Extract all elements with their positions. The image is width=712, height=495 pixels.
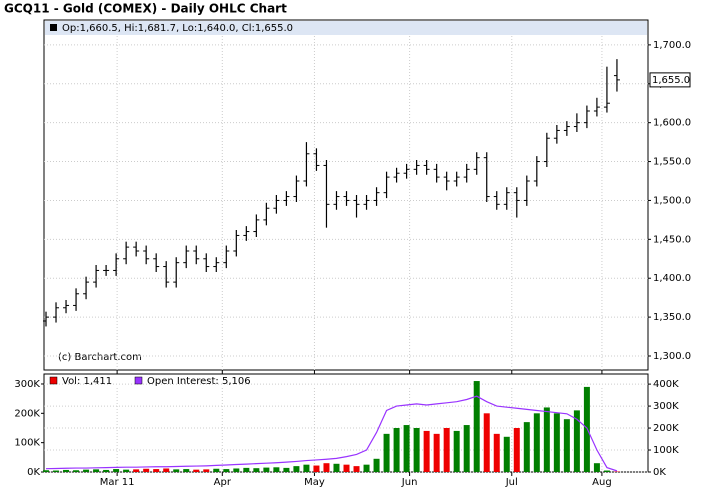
- volume-bar: [173, 469, 180, 472]
- volume-bar: [193, 469, 200, 472]
- volume-bar: [273, 467, 280, 472]
- volume-bar: [373, 458, 380, 472]
- volume-bar: [453, 430, 460, 472]
- y2-tick-label: 100K: [653, 445, 679, 456]
- volume-bar: [213, 468, 220, 472]
- y-tick-label: 1,450.0: [653, 234, 691, 245]
- y-tick-label: 1,600.0: [653, 118, 691, 129]
- volume-bar: [263, 467, 270, 472]
- volume-bar: [433, 433, 440, 472]
- volume-bar: [103, 469, 110, 472]
- volume-bar: [363, 464, 370, 472]
- chart-title: GCQ11 - Gold (COMEX) - Daily OHLC Chart: [4, 2, 287, 16]
- volume-bar: [533, 413, 540, 472]
- y-tick-label: 1,350.0: [653, 312, 691, 323]
- volume-bar: [283, 467, 290, 472]
- volume-bar: [503, 436, 510, 472]
- x-tick-label: Apr: [214, 477, 232, 488]
- y2-tick-label: 200K: [653, 423, 679, 434]
- y-tick-label: 1,300.0: [653, 351, 691, 362]
- volume-bar: [523, 422, 530, 472]
- volume-bar: [203, 469, 210, 472]
- volume-bar: [53, 470, 60, 472]
- volume-bar: [483, 413, 490, 472]
- volume-bar: [413, 427, 420, 472]
- legend-swatch: [50, 24, 57, 31]
- volume-bar: [233, 468, 240, 472]
- volume-bar: [443, 427, 450, 472]
- legend-label: Vol: 1,411: [62, 376, 112, 387]
- y-tick-label: 300K: [14, 379, 40, 390]
- volume-bar: [423, 430, 430, 472]
- y-tick-label: 1,700.0: [653, 40, 691, 51]
- y-tick-label: 0K: [27, 467, 40, 478]
- volume-bar: [513, 427, 520, 472]
- volume-bar: [603, 470, 610, 472]
- x-tick-label: Aug: [592, 477, 612, 488]
- volume-bar: [333, 463, 340, 472]
- legend-swatch: [49, 376, 58, 385]
- volume-bar: [403, 425, 410, 472]
- last-price-box: [649, 72, 691, 88]
- volume-bar: [563, 419, 570, 472]
- volume-bar: [303, 464, 310, 472]
- y2-tick-label: 0K: [653, 467, 666, 478]
- y-tick-label: 1,500.0: [653, 195, 691, 206]
- volume-bar: [223, 469, 230, 472]
- x-tick-label: Mar 11: [100, 477, 135, 488]
- legend-label: Open Interest: 5,106: [147, 376, 251, 387]
- volume-bar: [573, 410, 580, 472]
- volume-bar: [543, 407, 550, 472]
- legend-band: [45, 21, 647, 35]
- y2-tick-label: 400K: [653, 379, 679, 390]
- volume-bar: [43, 470, 50, 472]
- volume-bar: [133, 469, 140, 472]
- volume-bar: [463, 425, 470, 472]
- volume-bar: [153, 469, 160, 472]
- volume-bar: [343, 464, 350, 472]
- volume-bar: [143, 468, 150, 472]
- volume-bar: [553, 413, 560, 472]
- volume-bar: [123, 469, 130, 472]
- volume-bar: [163, 468, 170, 472]
- volume-bar: [73, 470, 80, 472]
- volume-bar: [383, 433, 390, 472]
- volume-bar: [473, 381, 480, 472]
- y-tick-label: 100K: [14, 438, 40, 449]
- volume-bar: [93, 469, 100, 472]
- x-tick-label: Jul: [505, 477, 518, 488]
- volume-bar: [313, 465, 320, 472]
- y-tick-label: 1,550.0: [653, 157, 691, 168]
- volume-bar: [183, 469, 190, 472]
- volume-bar: [63, 469, 70, 472]
- volume-bar: [393, 427, 400, 472]
- volume-bar: [253, 468, 260, 472]
- volume-bar: [293, 466, 300, 472]
- volume-bar: [353, 466, 360, 472]
- credit: (c) Barchart.com: [58, 352, 142, 363]
- y-tick-label: 200K: [14, 408, 40, 419]
- legend-swatch: [134, 376, 143, 385]
- last-price-label: 1,655.0: [652, 75, 690, 86]
- y2-tick-label: 300K: [653, 401, 679, 412]
- y-tick-label: 1,400.0: [653, 273, 691, 284]
- open-interest-line: [45, 395, 618, 472]
- volume-bar: [493, 433, 500, 472]
- x-tick-label: Jun: [401, 477, 418, 488]
- volume-bar: [243, 467, 250, 472]
- volume-bar: [83, 469, 90, 472]
- volume-bar: [593, 463, 600, 472]
- volume-bar: [323, 463, 330, 472]
- legend-text: Op:1,660.5, Hi:1,681.7, Lo:1,640.0, Cl:1…: [62, 23, 293, 34]
- volume-bar: [113, 469, 120, 472]
- x-tick-label: May: [304, 477, 325, 488]
